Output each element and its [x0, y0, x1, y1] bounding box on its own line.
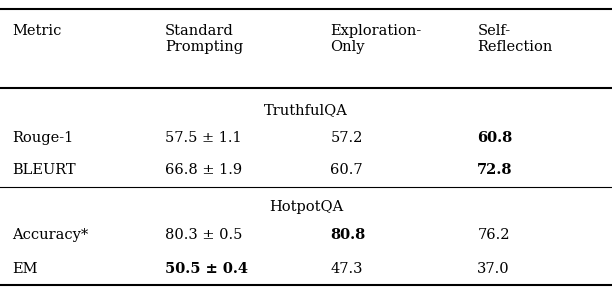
Text: 66.8 ± 1.9: 66.8 ± 1.9 — [165, 163, 242, 177]
Text: Accuracy*: Accuracy* — [12, 228, 89, 242]
Text: 72.8: 72.8 — [477, 163, 513, 177]
Text: 76.2: 76.2 — [477, 228, 510, 242]
Text: EM: EM — [12, 262, 38, 276]
Text: Exploration-
Only: Exploration- Only — [330, 24, 422, 54]
Text: Metric: Metric — [12, 24, 62, 38]
Text: Standard
Prompting: Standard Prompting — [165, 24, 244, 54]
Text: 80.8: 80.8 — [330, 228, 366, 242]
Text: Rouge-1: Rouge-1 — [12, 131, 73, 145]
Text: BLEURT: BLEURT — [12, 163, 76, 177]
Text: TruthfulQA: TruthfulQA — [264, 103, 348, 117]
Text: 80.3 ± 0.5: 80.3 ± 0.5 — [165, 228, 242, 242]
Text: 57.5 ± 1.1: 57.5 ± 1.1 — [165, 131, 242, 145]
Text: 60.8: 60.8 — [477, 131, 513, 145]
Text: 50.5 ± 0.4: 50.5 ± 0.4 — [165, 262, 248, 276]
Text: 47.3: 47.3 — [330, 262, 363, 276]
Text: HotpotQA: HotpotQA — [269, 200, 343, 214]
Text: 37.0: 37.0 — [477, 262, 510, 276]
Text: Self-
Reflection: Self- Reflection — [477, 24, 553, 54]
Text: 57.2: 57.2 — [330, 131, 363, 145]
Text: 60.7: 60.7 — [330, 163, 363, 177]
